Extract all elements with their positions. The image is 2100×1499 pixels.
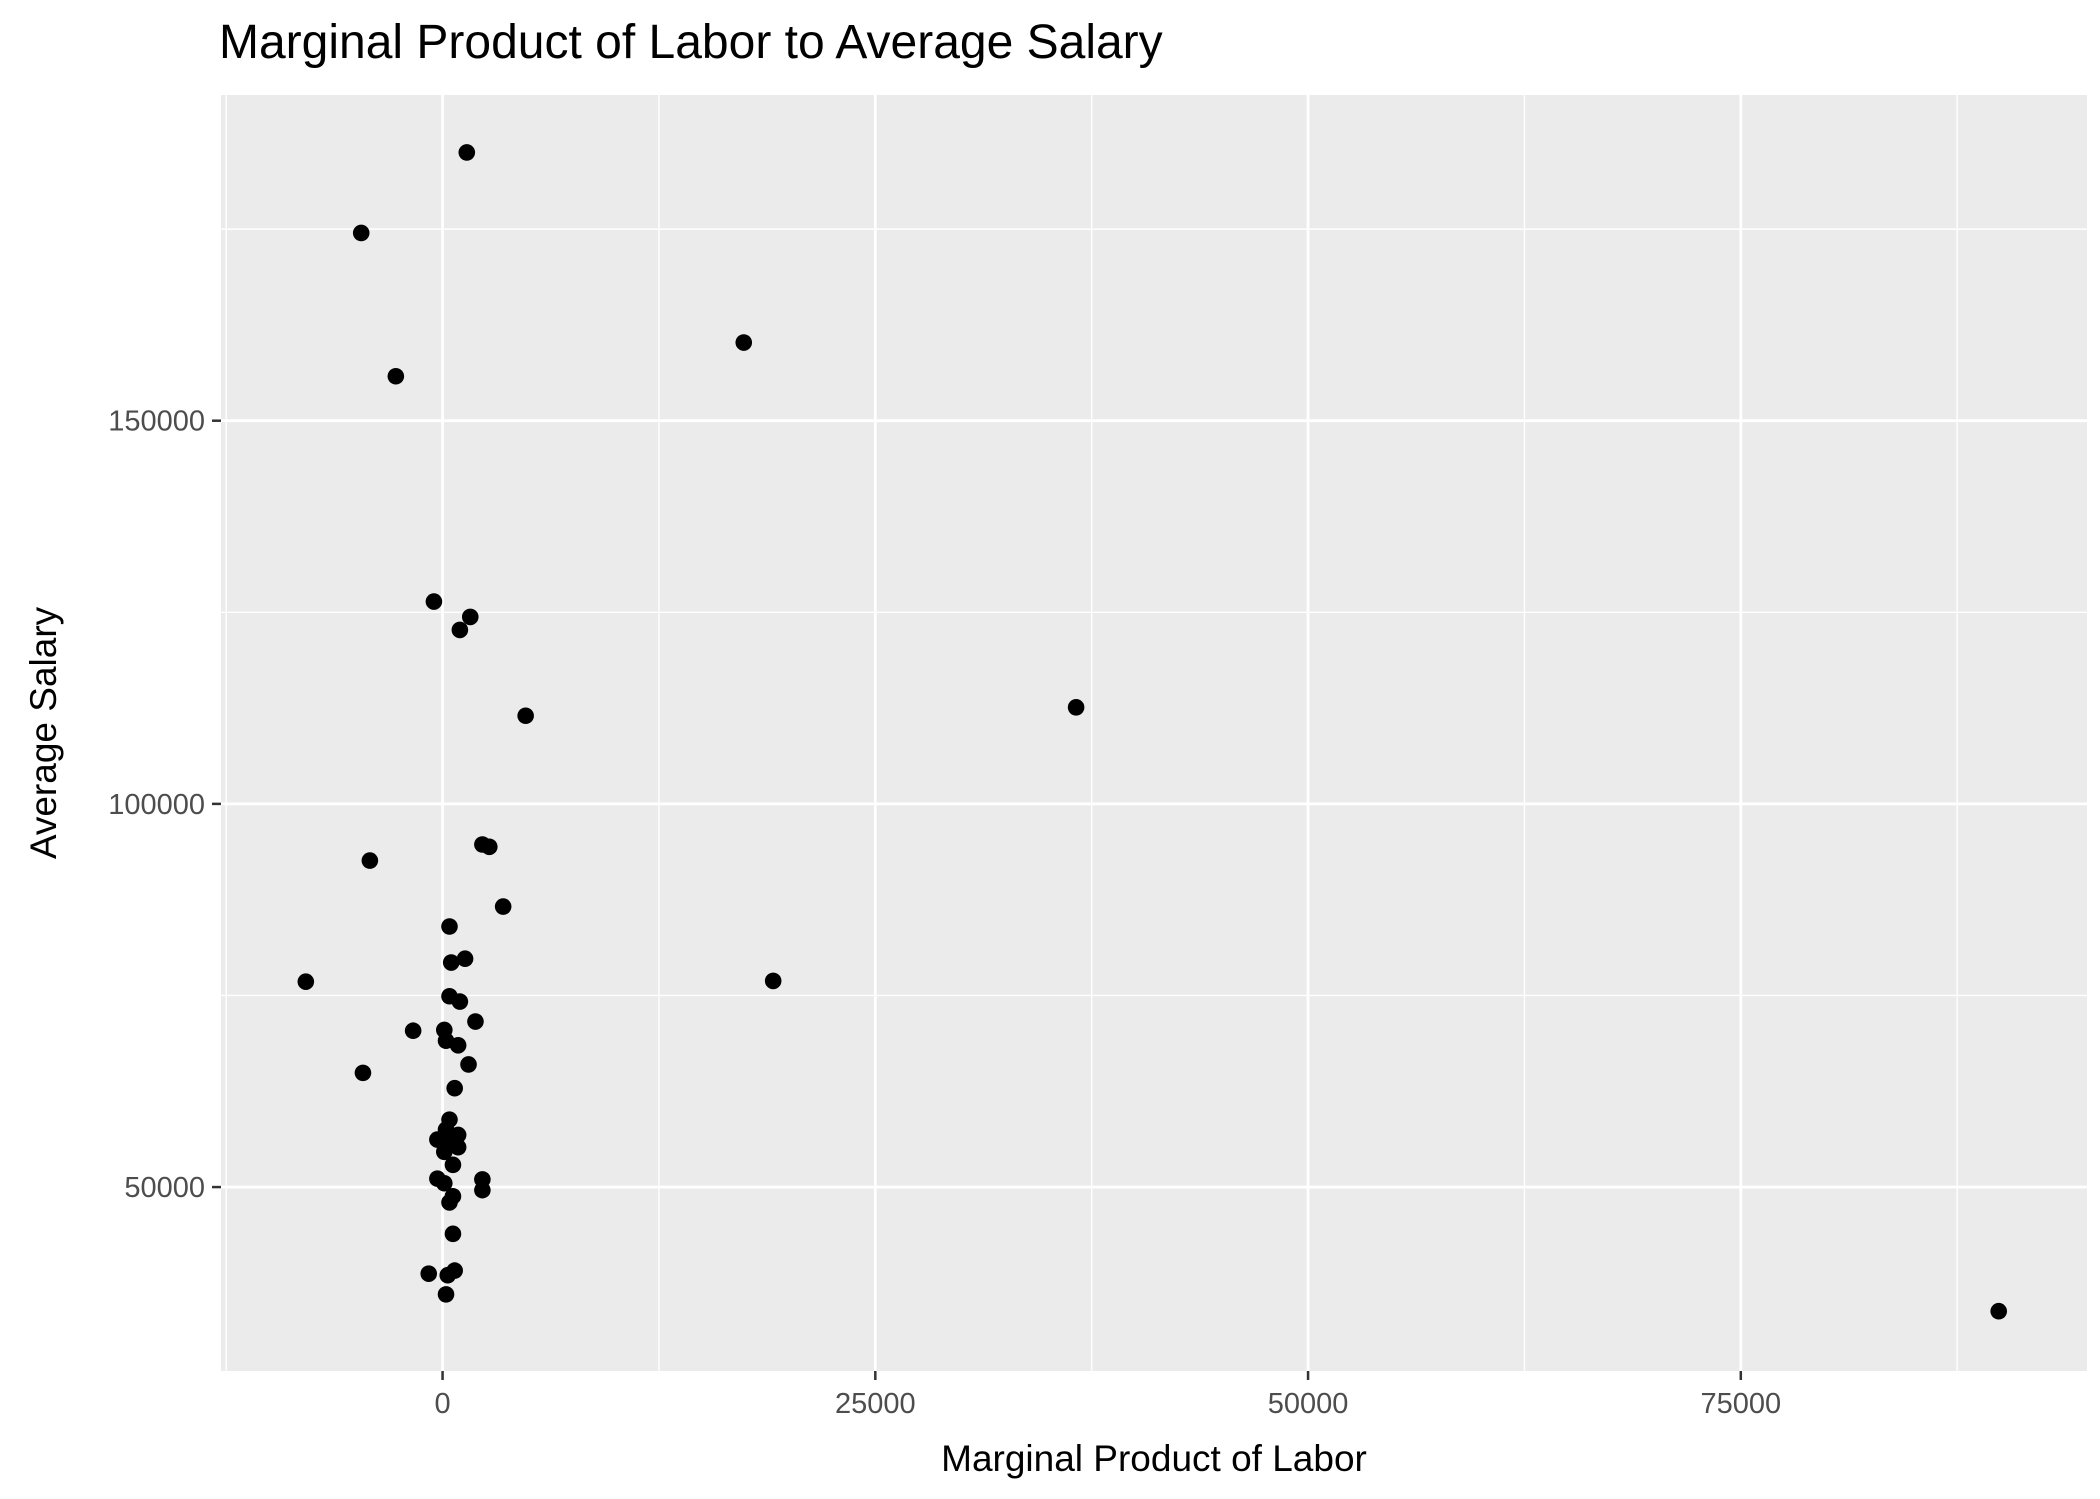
data-point — [495, 898, 512, 915]
data-point — [441, 1194, 458, 1211]
data-point — [438, 1286, 455, 1303]
data-point — [765, 973, 782, 990]
data-point — [450, 1037, 467, 1054]
data-point — [426, 593, 443, 610]
data-point — [362, 852, 379, 869]
data-point — [445, 1226, 462, 1243]
x-axis-ticks: 0 25000 50000 75000 — [434, 1371, 1781, 1420]
plot-panel — [221, 95, 2087, 1371]
x-tick-label: 25000 — [835, 1388, 916, 1420]
data-point — [1990, 1303, 2007, 1320]
data-point — [439, 1267, 456, 1284]
data-point — [355, 1065, 372, 1082]
data-point — [446, 1080, 463, 1097]
data-point — [298, 973, 315, 990]
data-point — [462, 609, 479, 626]
data-point — [420, 1265, 437, 1282]
y-tick-label: 100000 — [108, 789, 205, 821]
y-tick-label: 150000 — [108, 406, 205, 438]
data-point — [458, 144, 475, 161]
data-point — [474, 1182, 491, 1199]
data-point — [445, 1157, 462, 1174]
data-point — [441, 918, 458, 935]
data-point — [467, 1013, 484, 1030]
x-axis-title: Marginal Product of Labor — [941, 1438, 1367, 1479]
y-axis-title: Average Salary — [23, 606, 64, 859]
x-tick-label: 50000 — [1268, 1388, 1349, 1420]
y-axis-ticks: 50000 100000 150000 — [108, 406, 221, 1204]
data-point — [517, 707, 534, 724]
data-point — [735, 334, 752, 351]
data-point — [452, 993, 469, 1010]
data-point — [405, 1022, 422, 1039]
data-point — [443, 954, 460, 971]
data-point — [460, 1056, 477, 1073]
data-point — [1068, 699, 1085, 716]
x-tick-label: 0 — [434, 1388, 450, 1420]
y-tick-label: 50000 — [124, 1172, 205, 1204]
x-tick-label: 75000 — [1700, 1388, 1781, 1420]
data-point — [353, 225, 370, 242]
data-point — [481, 839, 498, 856]
data-point — [388, 368, 405, 385]
data-point — [452, 622, 469, 639]
